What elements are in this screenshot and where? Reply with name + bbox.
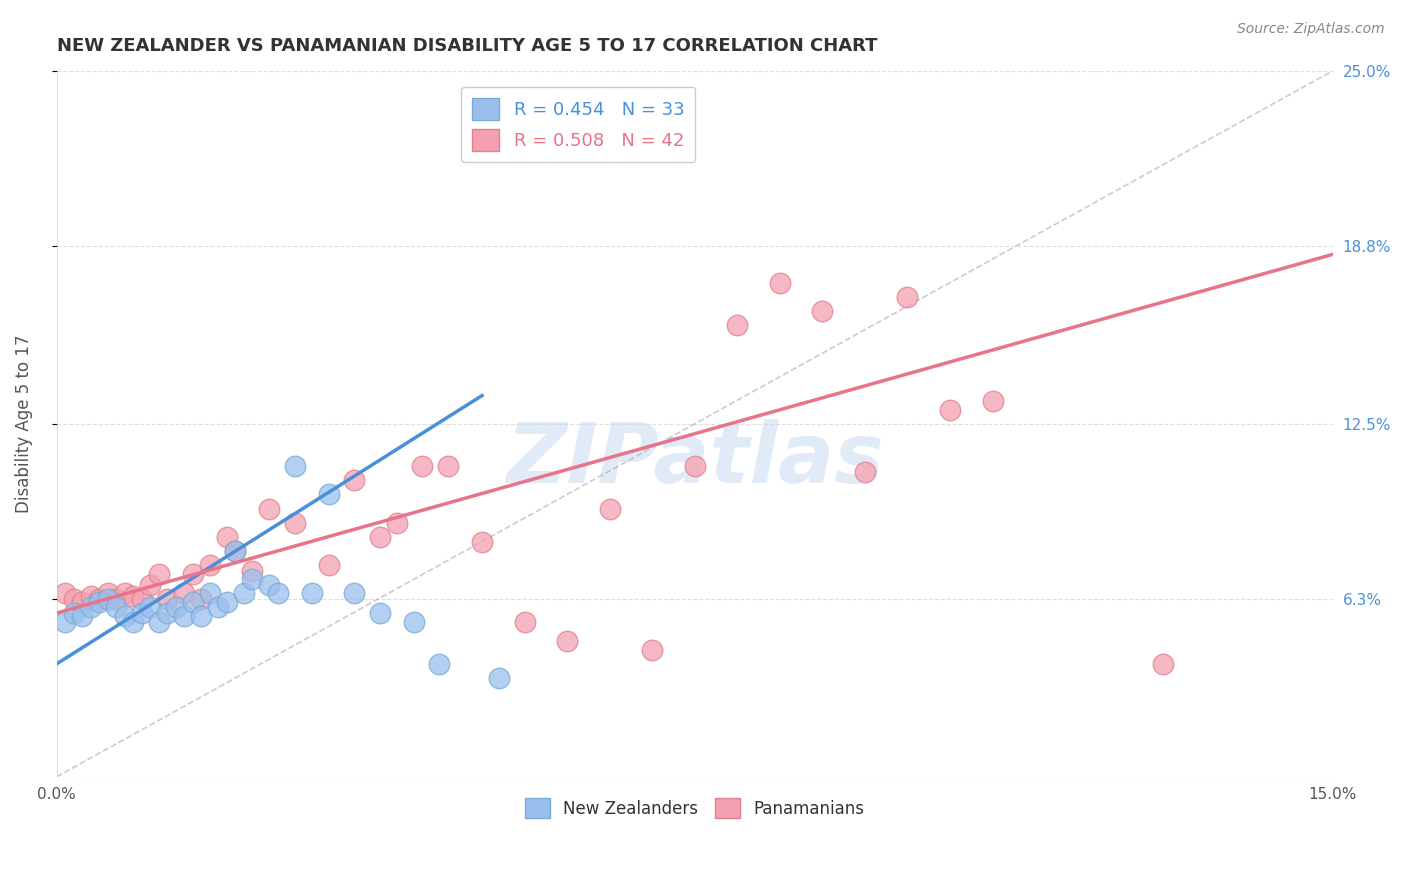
Point <box>114 608 136 623</box>
Point <box>97 586 120 600</box>
Point <box>1152 657 1174 671</box>
Point <box>122 615 145 629</box>
Point <box>402 615 425 629</box>
Text: Source: ZipAtlas.com: Source: ZipAtlas.com <box>1237 22 1385 37</box>
Point <box>939 402 962 417</box>
Point <box>683 459 706 474</box>
Legend: New Zealanders, Panamanians: New Zealanders, Panamanians <box>519 791 872 825</box>
Point <box>259 501 281 516</box>
Point <box>555 634 578 648</box>
Point <box>224 544 246 558</box>
Point <box>429 657 451 671</box>
Point <box>769 276 792 290</box>
Point <box>181 595 204 609</box>
Point <box>488 671 510 685</box>
Point <box>224 544 246 558</box>
Point <box>232 586 254 600</box>
Point <box>471 535 494 549</box>
Point <box>215 530 238 544</box>
Point <box>385 516 408 530</box>
Point <box>318 558 340 572</box>
Point <box>97 591 120 606</box>
Text: NEW ZEALANDER VS PANAMANIAN DISABILITY AGE 5 TO 17 CORRELATION CHART: NEW ZEALANDER VS PANAMANIAN DISABILITY A… <box>56 37 877 55</box>
Text: ZIPatlas: ZIPatlas <box>506 418 884 500</box>
Point <box>148 615 170 629</box>
Point <box>240 564 263 578</box>
Point <box>79 589 101 603</box>
Point <box>156 591 179 606</box>
Y-axis label: Disability Age 5 to 17: Disability Age 5 to 17 <box>15 334 32 513</box>
Point <box>599 501 621 516</box>
Point <box>62 591 84 606</box>
Point <box>165 600 187 615</box>
Point <box>215 595 238 609</box>
Point <box>190 608 212 623</box>
Point <box>411 459 433 474</box>
Point <box>53 615 76 629</box>
Point <box>318 487 340 501</box>
Point <box>207 600 229 615</box>
Point <box>131 606 153 620</box>
Point <box>853 465 876 479</box>
Point <box>70 595 93 609</box>
Point <box>343 586 366 600</box>
Point <box>105 591 128 606</box>
Point <box>437 459 460 474</box>
Point <box>181 566 204 581</box>
Point <box>139 600 162 615</box>
Point <box>725 318 748 332</box>
Point <box>513 615 536 629</box>
Point <box>173 608 195 623</box>
Point <box>240 572 263 586</box>
Point <box>811 303 834 318</box>
Point <box>53 586 76 600</box>
Point <box>79 600 101 615</box>
Point <box>198 586 221 600</box>
Point <box>343 473 366 487</box>
Point <box>368 530 391 544</box>
Point <box>62 606 84 620</box>
Point <box>131 591 153 606</box>
Point <box>368 606 391 620</box>
Point <box>173 586 195 600</box>
Point <box>641 642 664 657</box>
Point <box>981 394 1004 409</box>
Point <box>896 290 918 304</box>
Point <box>70 608 93 623</box>
Point <box>114 586 136 600</box>
Point <box>190 591 212 606</box>
Point <box>301 586 323 600</box>
Point <box>267 586 290 600</box>
Point <box>198 558 221 572</box>
Point <box>284 459 307 474</box>
Point <box>259 578 281 592</box>
Point <box>139 578 162 592</box>
Point <box>148 566 170 581</box>
Point <box>122 589 145 603</box>
Point <box>89 591 111 606</box>
Point <box>105 600 128 615</box>
Point <box>284 516 307 530</box>
Point <box>156 606 179 620</box>
Point <box>89 595 111 609</box>
